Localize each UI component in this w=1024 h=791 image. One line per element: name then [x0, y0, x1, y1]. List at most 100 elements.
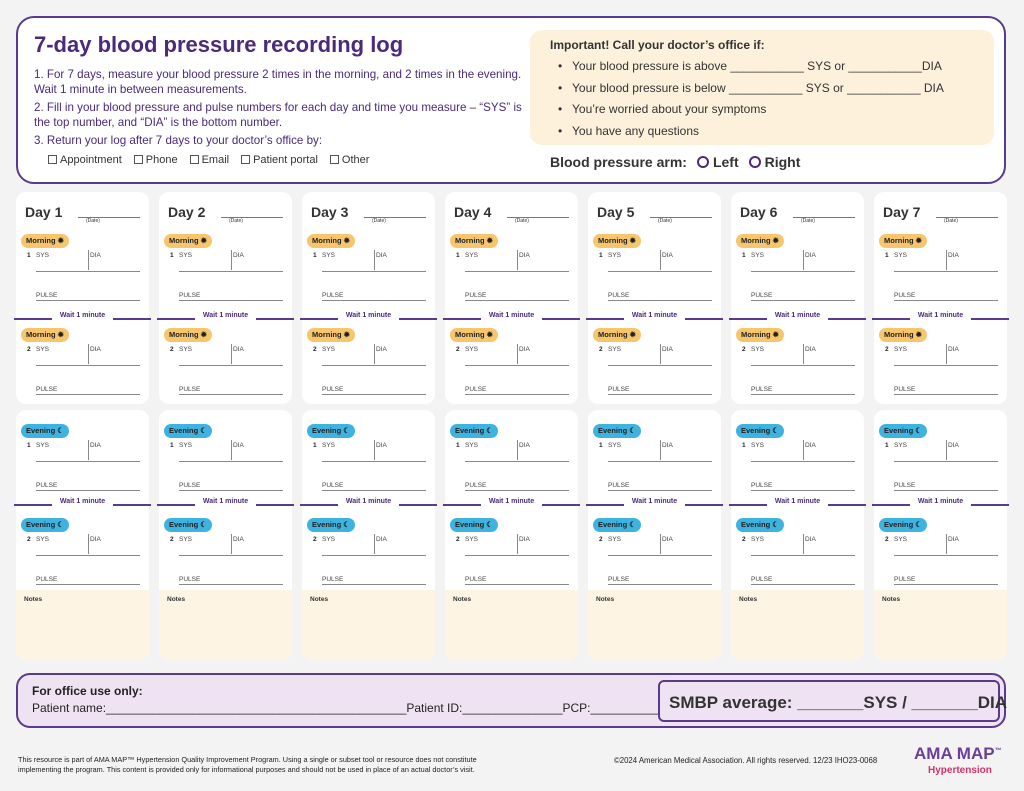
pulse-entry-line[interactable] [36, 490, 140, 491]
pulse-entry-line[interactable] [36, 394, 140, 395]
day-label: Day 3 [311, 204, 349, 220]
pulse-label: PULSE [608, 576, 630, 583]
important-item: Your blood pressure is below ___________… [550, 78, 974, 100]
checkbox-icon[interactable] [189, 155, 199, 165]
evening-pill: Evening ☾ [21, 518, 70, 532]
sys-dia-entry-line[interactable] [179, 461, 283, 462]
date-entry-line[interactable] [364, 217, 426, 218]
pulse-entry-line[interactable] [608, 300, 712, 301]
pulse-entry-line[interactable] [894, 394, 998, 395]
notes-area[interactable] [731, 590, 864, 660]
notes-area[interactable] [302, 590, 435, 660]
wait-divider: Wait 1 minute [586, 312, 723, 320]
pulse-entry-line[interactable] [322, 300, 426, 301]
method-other[interactable]: Other [329, 153, 369, 168]
sys-dia-entry-line[interactable] [465, 461, 569, 462]
pulse-entry-line[interactable] [751, 490, 855, 491]
radio-icon[interactable] [748, 156, 761, 168]
sys-dia-entry-line[interactable] [179, 271, 283, 272]
sys-dia-entry-line[interactable] [608, 365, 712, 366]
morning-pill: Morning ✹ [307, 234, 355, 248]
sys-dia-entry-line[interactable] [179, 365, 283, 366]
pulse-entry-line[interactable] [465, 584, 569, 585]
sys-dia-entry-line[interactable] [322, 271, 426, 272]
pulse-entry-line[interactable] [894, 300, 998, 301]
moon-icon: ☾ [200, 520, 208, 529]
pulse-entry-line[interactable] [608, 394, 712, 395]
checkbox-icon[interactable] [241, 155, 251, 165]
sys-dia-entry-line[interactable] [608, 271, 712, 272]
sys-dia-entry-line[interactable] [36, 365, 140, 366]
sys-dia-entry-line[interactable] [36, 271, 140, 272]
pulse-entry-line[interactable] [322, 394, 426, 395]
pulse-entry-line[interactable] [751, 394, 855, 395]
pulse-entry-line[interactable] [36, 584, 140, 585]
reading-number: 1 [27, 252, 31, 259]
notes-area[interactable] [445, 590, 578, 660]
sys-dia-entry-line[interactable] [751, 365, 855, 366]
sys-dia-entry-line[interactable] [894, 365, 998, 366]
notes-area[interactable] [159, 590, 292, 660]
pulse-entry-line[interactable] [894, 490, 998, 491]
pulse-entry-line[interactable] [179, 584, 283, 585]
pulse-entry-line[interactable] [179, 490, 283, 491]
checkbox-icon[interactable] [329, 155, 339, 165]
pulse-entry-line[interactable] [36, 300, 140, 301]
smbp-average[interactable]: SMBP average: _______SYS / _______DIA [658, 680, 1007, 722]
sys-dia-entry-line[interactable] [36, 461, 140, 462]
sys-dia-entry-line[interactable] [465, 555, 569, 556]
checkbox-icon[interactable] [48, 155, 57, 165]
date-entry-line[interactable] [507, 217, 569, 218]
dia-label: DIA [233, 252, 244, 259]
pulse-entry-line[interactable] [751, 584, 855, 585]
sys-dia-entry-line[interactable] [751, 555, 855, 556]
radio-left[interactable]: Left [696, 154, 739, 170]
pulse-entry-line[interactable] [322, 584, 426, 585]
sys-dia-entry-line[interactable] [322, 365, 426, 366]
date-entry-line[interactable] [793, 217, 855, 218]
pulse-entry-line[interactable] [465, 300, 569, 301]
notes-area[interactable] [16, 590, 149, 660]
pulse-entry-line[interactable] [608, 490, 712, 491]
pulse-entry-line[interactable] [179, 394, 283, 395]
pulse-entry-line[interactable] [751, 300, 855, 301]
method-appointment[interactable]: Appointment [48, 153, 122, 168]
date-entry-line[interactable] [78, 217, 140, 218]
sys-dia-entry-line[interactable] [36, 555, 140, 556]
method-phone[interactable]: Phone [133, 153, 178, 168]
notes-area[interactable] [588, 590, 721, 660]
radio-icon[interactable] [696, 156, 709, 168]
method-patient-portal[interactable]: Patient portal [241, 153, 318, 168]
date-entry-line[interactable] [650, 217, 712, 218]
checkbox-icon[interactable] [133, 155, 143, 165]
pulse-entry-line[interactable] [465, 490, 569, 491]
sys-dia-entry-line[interactable] [894, 461, 998, 462]
sys-dia-entry-line[interactable] [179, 555, 283, 556]
date-entry-line[interactable] [221, 217, 283, 218]
method-email[interactable]: Email [189, 153, 229, 168]
pulse-entry-line[interactable] [894, 584, 998, 585]
sys-dia-entry-line[interactable] [751, 461, 855, 462]
reading-number: 2 [885, 346, 889, 353]
sys-dia-entry-line[interactable] [465, 271, 569, 272]
sys-dia-entry-line[interactable] [322, 555, 426, 556]
sys-dia-entry-line[interactable] [465, 365, 569, 366]
pulse-entry-line[interactable] [465, 394, 569, 395]
date-label: (Date) [801, 218, 815, 224]
date-entry-line[interactable] [936, 217, 998, 218]
pulse-entry-line[interactable] [179, 300, 283, 301]
sys-dia-entry-line[interactable] [894, 271, 998, 272]
sun-icon: ✹ [915, 236, 922, 245]
pulse-entry-line[interactable] [322, 490, 426, 491]
pulse-entry-line[interactable] [608, 584, 712, 585]
sys-dia-entry-line[interactable] [608, 461, 712, 462]
sys-dia-entry-line[interactable] [894, 555, 998, 556]
notes-area[interactable] [874, 590, 1007, 660]
notes-label: Notes [24, 596, 43, 603]
dia-label: DIA [519, 442, 530, 449]
sys-dia-entry-line[interactable] [751, 271, 855, 272]
office-fields[interactable]: Patient name:___________________________… [32, 701, 691, 715]
sys-dia-entry-line[interactable] [608, 555, 712, 556]
sys-dia-entry-line[interactable] [322, 461, 426, 462]
radio-right[interactable]: Right [748, 154, 800, 170]
